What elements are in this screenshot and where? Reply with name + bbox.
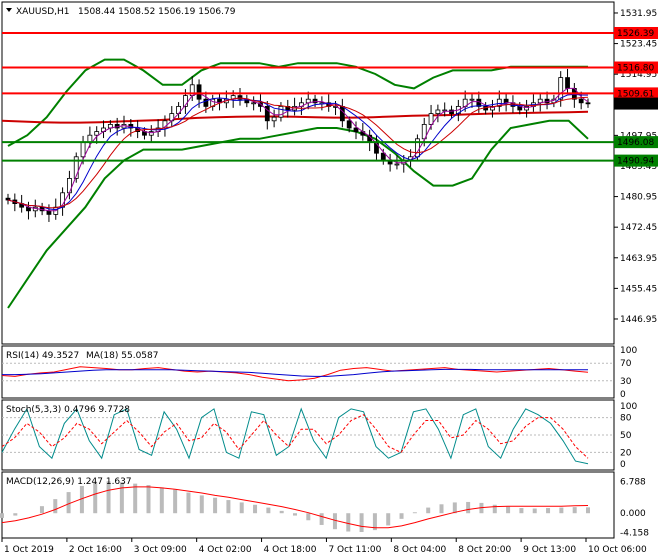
x-tick-label: 7 Oct 11:00 [328,545,381,555]
rsi-ma-line [2,368,588,377]
candle-body [503,98,509,104]
candle-body [203,98,209,107]
level-tag-label: 1516.80 [617,64,654,74]
last-price-tag [614,97,658,110]
candle-body [435,109,441,114]
symbol-label: XAUUSD,H1 [16,7,70,17]
x-tick-label: 9 Oct 13:00 [523,545,576,555]
level-tag-label: 1526.39 [617,29,654,39]
x-tick-label: 8 Oct 04:00 [393,545,446,555]
candle-body [585,102,591,105]
price-y-tick-label: 1472.45 [620,223,657,233]
rsi-y-tick-label: 30 [620,377,632,387]
price-y-tick-label: 1463.95 [620,254,657,264]
candle-body [558,77,564,100]
level-tag-1526.39 [614,26,658,39]
price-y-tick-label: 1455.45 [620,284,657,294]
level-tag-label: 1509.61 [617,89,654,99]
x-tick-label: 2 Oct 16:00 [69,545,122,555]
candle-body [353,127,359,132]
candle-body [339,106,345,122]
price-y-tick-label: 1480.95 [620,193,657,203]
x-tick-label: 8 Oct 20:00 [458,545,511,555]
stoch-y-tick-label: 20 [620,448,632,458]
candle-body [428,113,434,125]
stoch-title: Stoch(5,3,3) 0.4796 9.7728 [6,405,130,415]
candle-body [578,98,584,104]
collapse-triangle-icon [6,8,12,12]
candle-body [251,102,257,105]
pane-frame-0 [1,1,615,345]
candle-body [271,116,277,122]
candle-body [394,163,400,166]
candle-body [264,106,270,122]
rsi-ma-title: MA(18) 55.0587 [86,351,158,361]
candle-body [312,98,318,104]
slow-ma-line [1,110,589,124]
macd-signal-line [1,486,589,529]
last-price-label: 1506.79 [617,100,654,110]
fast-ma-blue-line [7,93,589,211]
macd-y-tick-label: 6.788 [620,477,646,487]
rsi-y-tick-label: 100 [620,346,637,356]
candle-body [237,95,243,100]
pane-frame-3 [1,471,615,539]
x-tick-label: 1 Oct 2019 [4,545,54,555]
quote-label: 1508.44 1508.52 1506.19 1506.79 [78,7,236,17]
price-y-tick-label: 1531.95 [620,9,657,19]
fast-ma-red-line [7,96,589,209]
candle-body [469,98,475,101]
stoch-main-line [1,407,589,465]
candle-body [46,210,52,215]
stoch-y-tick-label: 0 [620,460,626,470]
level-tag-1516.80 [614,61,658,74]
candle-body [80,141,86,158]
candle-body [148,131,154,136]
candle-body [73,156,79,179]
x-tick-label: 3 Oct 09:00 [134,545,187,555]
candle-body [5,197,11,201]
bollinger-lower-line [7,119,589,309]
price-y-tick-label: 1523.45 [620,40,657,50]
level-tag-1509.61 [614,87,658,100]
level-tag-1490.94 [614,154,658,167]
level-tag-label: 1496.08 [617,138,654,148]
price-y-tick-label: 1514.95 [620,70,657,80]
rsi-line [1,366,589,382]
candle-body [449,109,454,114]
rsi-y-tick-label: 0 [620,390,626,400]
candle-body [496,98,502,107]
rsi-title: RSI(14) 49.3527 [6,351,79,361]
macd-y-tick-label: 0.000 [620,509,646,519]
candle-body [346,120,352,129]
stoch-y-tick-label: 80 [620,414,632,424]
candle-body [524,106,529,111]
candle-body [196,84,202,100]
x-tick-label: 4 Oct 02:00 [199,545,252,555]
rsi-y-tick-label: 70 [620,359,632,369]
candle-body [380,152,386,161]
candle-body [183,95,188,107]
x-tick-label: 10 Oct 06:00 [588,545,647,555]
candle-body [278,106,284,118]
x-tick-label: 4 Oct 18:00 [264,545,317,555]
pane-frame-1 [1,345,615,399]
macd-y-tick-label: -4.158 [620,529,649,539]
stoch-y-tick-label: 50 [620,431,632,441]
level-tag-label: 1490.94 [617,157,654,167]
stoch-y-tick-label: 100 [620,402,637,412]
candle-body [94,131,100,136]
macd-title: MACD(12,26,9) 1.247 1.637 [6,477,132,487]
price-y-tick-label: 1489.45 [620,162,657,172]
price-y-tick-label: 1446.95 [620,315,657,325]
candle-body [565,77,570,89]
stoch-signal-line [1,414,589,459]
level-tag-1496.08 [614,136,658,149]
bollinger-upper-line [7,58,588,147]
